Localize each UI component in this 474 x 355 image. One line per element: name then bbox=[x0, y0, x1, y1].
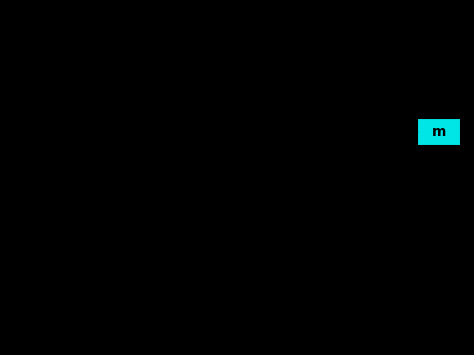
Text: Eq. pt.: Eq. pt. bbox=[355, 58, 404, 71]
Text: Application of Partial Derivative: Lagrangian: Application of Partial Derivative: Lagra… bbox=[35, 46, 439, 61]
Text: $\mathbf{\dfrac{d}{dt}\!\left(\dfrac{\partial L}{\partial v}\right) - \left(\dfr: $\mathbf{\dfrac{d}{dt}\!\left(\dfrac{\pa… bbox=[164, 198, 295, 229]
Text: $\mathbf{F = ma}$: $\mathbf{F = ma}$ bbox=[209, 236, 265, 252]
Text: $\mathbf{\dfrac{d}{dt}\!\left(\dfrac{\partial L}{\partial v}\right) = ma}$: $\mathbf{\dfrac{d}{dt}\!\left(\dfrac{\pa… bbox=[5, 198, 98, 229]
Text: $\mathbf{v}$: $\mathbf{v}$ bbox=[468, 114, 474, 127]
Bar bbox=[417, 118, 461, 146]
Text: $\mathbf{L = KE - PE}$: $\mathbf{L = KE - PE}$ bbox=[85, 71, 169, 85]
Text: $\mathbf{k}$: $\mathbf{k}$ bbox=[326, 101, 337, 115]
Text: $\mathbf{\dfrac{\partial L}{\partial v} = mv}$: $\mathbf{\dfrac{\partial L}{\partial v} … bbox=[5, 162, 65, 190]
Text: $\mathbf{m}$: $\mathbf{m}$ bbox=[431, 125, 447, 139]
Text: $\mathbf{F = -kx}$: $\mathbf{F = -kx}$ bbox=[116, 129, 180, 143]
Text: $\mathbf{L = \dfrac{1}{2}mv^2 - \dfrac{1}{2}kx^2}$: $\mathbf{L = \dfrac{1}{2}mv^2 - \dfrac{1… bbox=[5, 95, 128, 124]
Text: $\mathbf{x}$: $\mathbf{x}$ bbox=[460, 79, 470, 92]
Text: $\mathbf{\dfrac{\partial L}{\partial x} = -kx}$: $\mathbf{\dfrac{\partial L}{\partial x} … bbox=[5, 129, 77, 157]
